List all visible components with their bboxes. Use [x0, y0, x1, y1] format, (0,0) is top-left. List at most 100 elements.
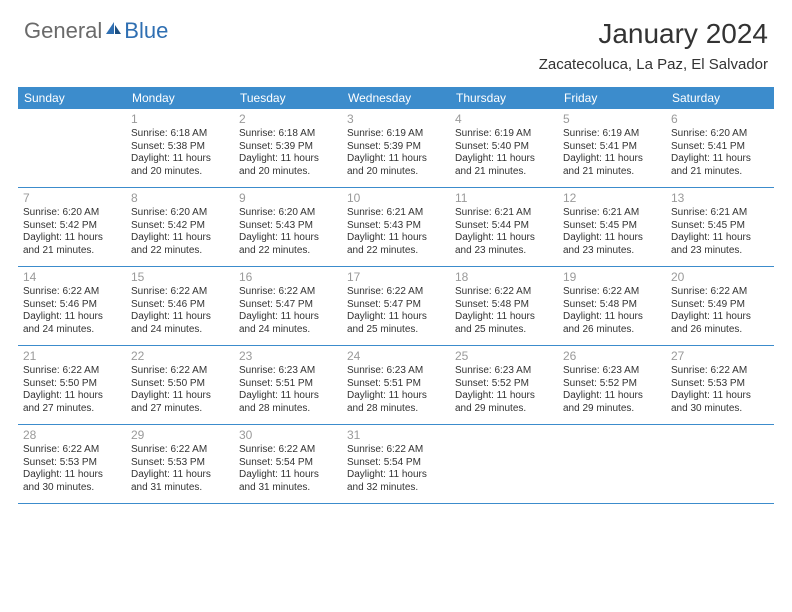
day-detail-line: Sunset: 5:50 PM — [131, 378, 229, 391]
day-cell: 12Sunrise: 6:21 AMSunset: 5:45 PMDayligh… — [558, 188, 666, 266]
page-title: January 2024 — [539, 18, 768, 50]
day-number: 28 — [23, 428, 121, 443]
day-detail-line: Sunset: 5:43 PM — [239, 220, 337, 233]
week-row: 21Sunrise: 6:22 AMSunset: 5:50 PMDayligh… — [18, 346, 774, 425]
day-detail-line: Daylight: 11 hours and 21 minutes. — [23, 232, 121, 257]
day-cell: 1Sunrise: 6:18 AMSunset: 5:38 PMDaylight… — [126, 109, 234, 187]
day-detail-line: Sunset: 5:48 PM — [563, 299, 661, 312]
day-number: 23 — [239, 349, 337, 364]
day-number: 2 — [239, 112, 337, 127]
day-cell: 18Sunrise: 6:22 AMSunset: 5:48 PMDayligh… — [450, 267, 558, 345]
day-detail-line: Sunrise: 6:20 AM — [131, 207, 229, 220]
day-cell: 10Sunrise: 6:21 AMSunset: 5:43 PMDayligh… — [342, 188, 450, 266]
day-number: 19 — [563, 270, 661, 285]
day-cell: 14Sunrise: 6:22 AMSunset: 5:46 PMDayligh… — [18, 267, 126, 345]
day-cell — [558, 425, 666, 503]
day-detail-line: Sunset: 5:46 PM — [131, 299, 229, 312]
dow-cell: Wednesday — [342, 87, 450, 109]
dow-cell: Saturday — [666, 87, 774, 109]
day-detail-line: Daylight: 11 hours and 32 minutes. — [347, 469, 445, 494]
day-detail-line: Daylight: 11 hours and 24 minutes. — [23, 311, 121, 336]
day-cell — [18, 109, 126, 187]
dow-cell: Sunday — [18, 87, 126, 109]
dow-row: SundayMondayTuesdayWednesdayThursdayFrid… — [18, 87, 774, 109]
day-detail-line: Daylight: 11 hours and 29 minutes. — [455, 390, 553, 415]
day-detail-line: Daylight: 11 hours and 24 minutes. — [131, 311, 229, 336]
day-number: 31 — [347, 428, 445, 443]
day-detail-line: Sunrise: 6:20 AM — [671, 128, 769, 141]
day-detail-line: Sunset: 5:46 PM — [23, 299, 121, 312]
day-detail-line: Sunset: 5:41 PM — [563, 141, 661, 154]
day-detail-line: Daylight: 11 hours and 20 minutes. — [131, 153, 229, 178]
day-detail-line: Daylight: 11 hours and 26 minutes. — [563, 311, 661, 336]
day-number: 25 — [455, 349, 553, 364]
day-number: 12 — [563, 191, 661, 206]
day-detail-line: Sunset: 5:45 PM — [563, 220, 661, 233]
day-detail-line: Sunset: 5:52 PM — [455, 378, 553, 391]
logo-text-blue: Blue — [124, 18, 168, 44]
day-number: 17 — [347, 270, 445, 285]
day-number: 14 — [23, 270, 121, 285]
day-detail-line: Sunset: 5:44 PM — [455, 220, 553, 233]
day-detail-line: Sunset: 5:38 PM — [131, 141, 229, 154]
day-detail-line: Sunset: 5:48 PM — [455, 299, 553, 312]
day-detail-line: Daylight: 11 hours and 25 minutes. — [455, 311, 553, 336]
day-detail-line: Sunrise: 6:22 AM — [671, 286, 769, 299]
day-number: 22 — [131, 349, 229, 364]
day-number: 4 — [455, 112, 553, 127]
day-detail-line: Sunset: 5:47 PM — [239, 299, 337, 312]
day-detail-line: Sunset: 5:41 PM — [671, 141, 769, 154]
day-cell: 20Sunrise: 6:22 AMSunset: 5:49 PMDayligh… — [666, 267, 774, 345]
day-detail-line: Daylight: 11 hours and 23 minutes. — [455, 232, 553, 257]
day-detail-line: Sunset: 5:45 PM — [671, 220, 769, 233]
day-detail-line: Sunset: 5:53 PM — [671, 378, 769, 391]
day-cell: 7Sunrise: 6:20 AMSunset: 5:42 PMDaylight… — [18, 188, 126, 266]
day-cell: 22Sunrise: 6:22 AMSunset: 5:50 PMDayligh… — [126, 346, 234, 424]
day-detail-line: Daylight: 11 hours and 23 minutes. — [671, 232, 769, 257]
day-detail-line: Sunset: 5:51 PM — [347, 378, 445, 391]
day-detail-line: Daylight: 11 hours and 22 minutes. — [347, 232, 445, 257]
day-detail-line: Sunset: 5:49 PM — [671, 299, 769, 312]
day-detail-line: Sunset: 5:47 PM — [347, 299, 445, 312]
day-detail-line: Sunrise: 6:22 AM — [239, 286, 337, 299]
week-row: 7Sunrise: 6:20 AMSunset: 5:42 PMDaylight… — [18, 188, 774, 267]
day-detail-line: Sunrise: 6:22 AM — [131, 365, 229, 378]
day-detail-line: Daylight: 11 hours and 25 minutes. — [347, 311, 445, 336]
day-detail-line: Sunset: 5:53 PM — [131, 457, 229, 470]
day-detail-line: Sunset: 5:39 PM — [239, 141, 337, 154]
dow-cell: Tuesday — [234, 87, 342, 109]
day-detail-line: Daylight: 11 hours and 28 minutes. — [239, 390, 337, 415]
dow-cell: Monday — [126, 87, 234, 109]
day-detail-line: Sunrise: 6:23 AM — [347, 365, 445, 378]
day-cell: 24Sunrise: 6:23 AMSunset: 5:51 PMDayligh… — [342, 346, 450, 424]
day-detail-line: Daylight: 11 hours and 31 minutes. — [239, 469, 337, 494]
day-detail-line: Sunrise: 6:20 AM — [23, 207, 121, 220]
day-detail-line: Sunset: 5:52 PM — [563, 378, 661, 391]
week-row: 28Sunrise: 6:22 AMSunset: 5:53 PMDayligh… — [18, 425, 774, 504]
day-number: 30 — [239, 428, 337, 443]
day-number: 1 — [131, 112, 229, 127]
day-detail-line: Sunset: 5:43 PM — [347, 220, 445, 233]
day-detail-line: Daylight: 11 hours and 24 minutes. — [239, 311, 337, 336]
day-cell: 29Sunrise: 6:22 AMSunset: 5:53 PMDayligh… — [126, 425, 234, 503]
day-detail-line: Daylight: 11 hours and 23 minutes. — [563, 232, 661, 257]
day-cell: 4Sunrise: 6:19 AMSunset: 5:40 PMDaylight… — [450, 109, 558, 187]
day-cell: 21Sunrise: 6:22 AMSunset: 5:50 PMDayligh… — [18, 346, 126, 424]
day-number: 13 — [671, 191, 769, 206]
day-cell: 25Sunrise: 6:23 AMSunset: 5:52 PMDayligh… — [450, 346, 558, 424]
day-detail-line: Sunrise: 6:22 AM — [23, 286, 121, 299]
day-detail-line: Daylight: 11 hours and 30 minutes. — [671, 390, 769, 415]
day-cell: 28Sunrise: 6:22 AMSunset: 5:53 PMDayligh… — [18, 425, 126, 503]
day-detail-line: Sunrise: 6:22 AM — [347, 444, 445, 457]
day-cell: 5Sunrise: 6:19 AMSunset: 5:41 PMDaylight… — [558, 109, 666, 187]
day-number: 10 — [347, 191, 445, 206]
day-number: 6 — [671, 112, 769, 127]
day-cell: 6Sunrise: 6:20 AMSunset: 5:41 PMDaylight… — [666, 109, 774, 187]
day-detail-line: Sunset: 5:39 PM — [347, 141, 445, 154]
day-detail-line: Sunset: 5:53 PM — [23, 457, 121, 470]
day-detail-line: Daylight: 11 hours and 30 minutes. — [23, 469, 121, 494]
day-detail-line: Daylight: 11 hours and 31 minutes. — [131, 469, 229, 494]
day-detail-line: Sunrise: 6:19 AM — [563, 128, 661, 141]
dow-cell: Friday — [558, 87, 666, 109]
day-cell: 15Sunrise: 6:22 AMSunset: 5:46 PMDayligh… — [126, 267, 234, 345]
